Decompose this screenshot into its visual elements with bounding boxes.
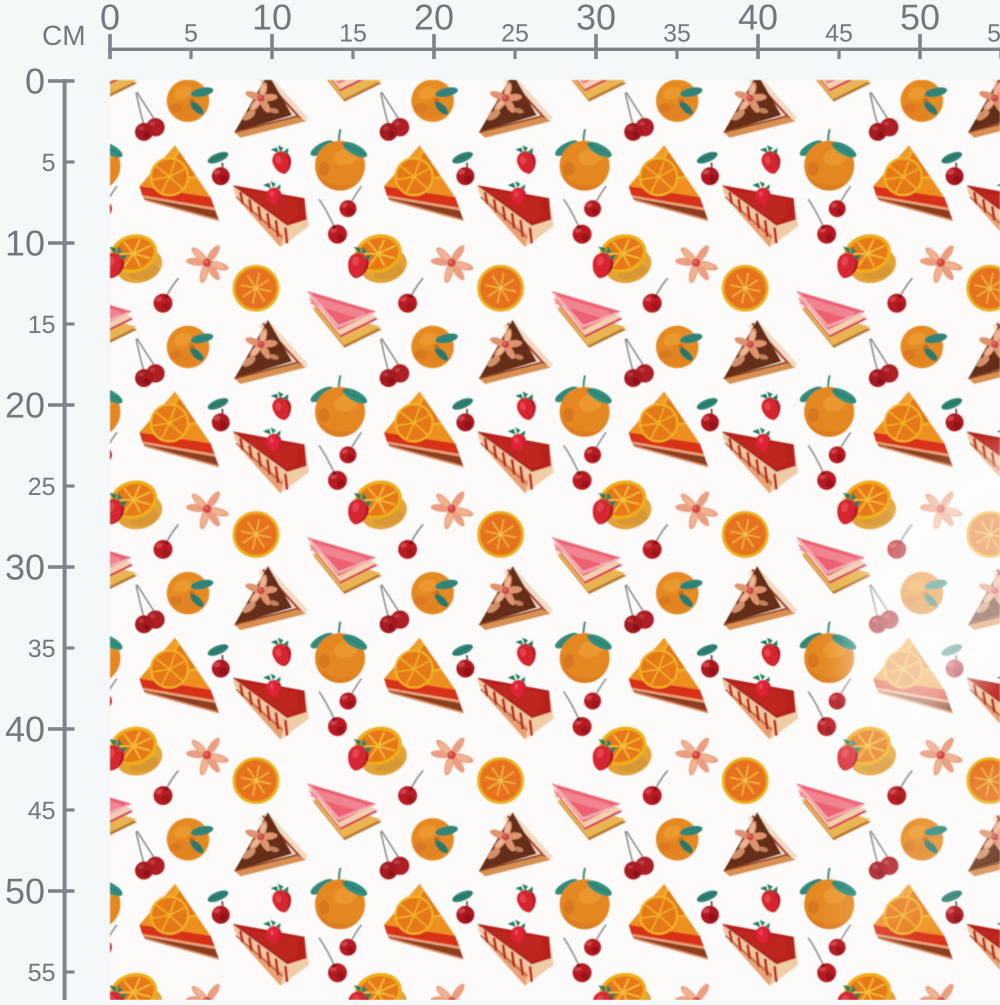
svg-text:10: 10 xyxy=(5,223,45,264)
svg-text:55: 55 xyxy=(987,20,1000,48)
svg-text:40: 40 xyxy=(738,0,778,38)
svg-text:15: 15 xyxy=(28,311,56,339)
svg-text:5: 5 xyxy=(184,20,198,48)
svg-text:40: 40 xyxy=(5,709,45,750)
svg-text:55: 55 xyxy=(28,959,56,987)
svg-text:5: 5 xyxy=(42,149,56,177)
svg-text:45: 45 xyxy=(28,797,56,825)
svg-text:50: 50 xyxy=(5,871,45,912)
svg-text:20: 20 xyxy=(5,385,45,426)
svg-text:25: 25 xyxy=(501,20,529,48)
svg-text:10: 10 xyxy=(252,0,292,38)
svg-text:0: 0 xyxy=(100,0,120,38)
svg-text:15: 15 xyxy=(339,20,367,48)
svg-text:45: 45 xyxy=(825,20,853,48)
svg-text:35: 35 xyxy=(663,20,691,48)
svg-text:20: 20 xyxy=(414,0,454,38)
svg-text:50: 50 xyxy=(900,0,940,38)
svg-text:0: 0 xyxy=(25,61,45,102)
svg-text:CM: CM xyxy=(42,20,86,51)
svg-text:35: 35 xyxy=(28,635,56,663)
svg-text:30: 30 xyxy=(576,0,616,38)
svg-text:30: 30 xyxy=(5,547,45,588)
svg-text:25: 25 xyxy=(28,473,56,501)
